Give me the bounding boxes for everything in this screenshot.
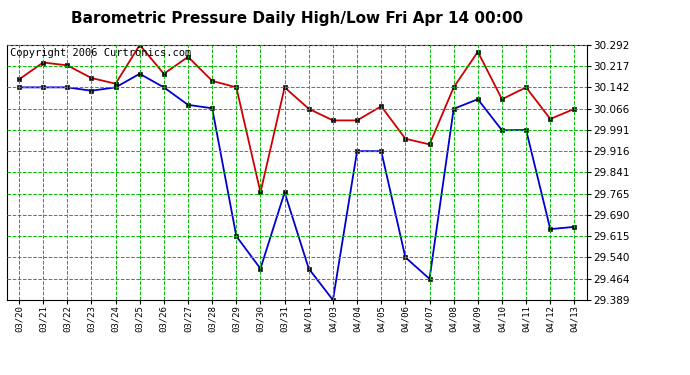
Text: Barometric Pressure Daily High/Low Fri Apr 14 00:00: Barometric Pressure Daily High/Low Fri A…: [70, 11, 523, 26]
Text: Copyright 2006 Curtronics.com: Copyright 2006 Curtronics.com: [10, 48, 191, 57]
